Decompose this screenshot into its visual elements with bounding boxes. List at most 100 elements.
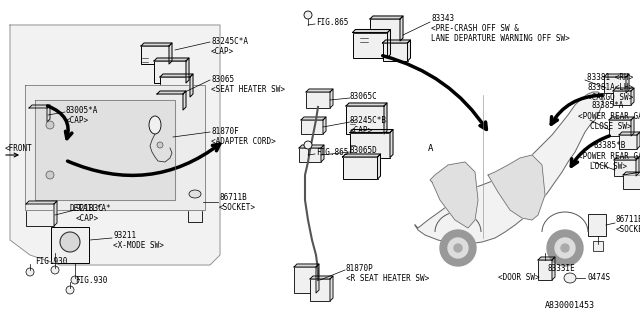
Circle shape xyxy=(304,141,312,149)
Ellipse shape xyxy=(149,116,161,134)
Polygon shape xyxy=(157,91,186,94)
Circle shape xyxy=(561,244,569,252)
Text: 92183C: 92183C xyxy=(76,204,104,213)
Polygon shape xyxy=(353,29,390,33)
Text: <X-MODE SW>: <X-MODE SW> xyxy=(113,241,164,250)
Ellipse shape xyxy=(564,273,576,283)
Polygon shape xyxy=(552,257,555,280)
Polygon shape xyxy=(383,40,410,43)
Text: <POWER REAR GATE: <POWER REAR GATE xyxy=(578,112,640,121)
Text: <CAP>: <CAP> xyxy=(350,126,373,135)
Text: FIG.865: FIG.865 xyxy=(316,148,348,157)
Text: <ADAPTER CORD>: <ADAPTER CORD> xyxy=(211,137,276,146)
FancyBboxPatch shape xyxy=(165,128,175,136)
Polygon shape xyxy=(604,74,629,77)
Text: 83385*B: 83385*B xyxy=(594,141,627,150)
Circle shape xyxy=(66,286,74,294)
Text: 83245C*B: 83245C*B xyxy=(350,116,387,125)
Circle shape xyxy=(547,230,583,266)
FancyBboxPatch shape xyxy=(538,260,552,280)
Polygon shape xyxy=(430,162,478,228)
Polygon shape xyxy=(614,157,639,160)
Text: <CAP>: <CAP> xyxy=(76,214,99,223)
Text: 83343: 83343 xyxy=(431,14,454,23)
FancyBboxPatch shape xyxy=(51,227,89,263)
Polygon shape xyxy=(619,132,640,135)
Circle shape xyxy=(448,238,468,258)
Polygon shape xyxy=(609,117,634,120)
Text: 83385*A: 83385*A xyxy=(591,101,623,110)
FancyBboxPatch shape xyxy=(310,279,330,301)
FancyBboxPatch shape xyxy=(614,160,636,176)
Polygon shape xyxy=(408,40,410,61)
Ellipse shape xyxy=(189,190,201,198)
Text: <DOOR SW>: <DOOR SW> xyxy=(498,273,540,282)
Text: 83381 <RH>: 83381 <RH> xyxy=(587,73,633,82)
Polygon shape xyxy=(623,172,640,175)
Polygon shape xyxy=(538,257,555,260)
Text: 93211: 93211 xyxy=(113,231,136,240)
Text: DETAIL*A*: DETAIL*A* xyxy=(70,204,111,213)
Polygon shape xyxy=(370,16,403,19)
Polygon shape xyxy=(631,117,634,136)
Text: <SOCKET>: <SOCKET> xyxy=(616,225,640,234)
Polygon shape xyxy=(342,154,381,157)
Polygon shape xyxy=(378,154,381,179)
Text: <SEAT HEATER SW>: <SEAT HEATER SW> xyxy=(211,85,285,94)
Polygon shape xyxy=(169,43,172,64)
FancyBboxPatch shape xyxy=(383,43,408,61)
Text: <SOCKET>: <SOCKET> xyxy=(219,203,256,212)
FancyBboxPatch shape xyxy=(301,120,323,134)
Text: 83381A<LH>: 83381A<LH> xyxy=(587,83,633,92)
Circle shape xyxy=(46,121,54,129)
Polygon shape xyxy=(301,117,326,120)
FancyBboxPatch shape xyxy=(593,241,603,251)
Polygon shape xyxy=(626,74,629,93)
Polygon shape xyxy=(330,276,333,301)
Polygon shape xyxy=(25,85,205,210)
Polygon shape xyxy=(29,105,50,108)
Text: A: A xyxy=(428,144,433,153)
FancyBboxPatch shape xyxy=(141,46,169,64)
FancyBboxPatch shape xyxy=(613,91,631,105)
Polygon shape xyxy=(636,157,639,176)
Polygon shape xyxy=(54,201,57,226)
FancyBboxPatch shape xyxy=(154,61,186,83)
Text: 83065D: 83065D xyxy=(350,146,378,155)
Text: <CAP>: <CAP> xyxy=(211,47,234,56)
Polygon shape xyxy=(154,58,189,61)
Polygon shape xyxy=(346,103,387,106)
Polygon shape xyxy=(631,88,634,105)
FancyBboxPatch shape xyxy=(294,267,316,293)
Polygon shape xyxy=(637,132,640,149)
Circle shape xyxy=(440,230,476,266)
Polygon shape xyxy=(384,103,387,134)
Polygon shape xyxy=(387,29,390,58)
Circle shape xyxy=(60,232,80,252)
Polygon shape xyxy=(299,145,324,148)
Polygon shape xyxy=(294,264,319,267)
FancyBboxPatch shape xyxy=(623,175,640,189)
Text: <R SEAT HEATER SW>: <R SEAT HEATER SW> xyxy=(346,274,429,283)
Polygon shape xyxy=(488,155,545,220)
Text: CLOSE SW>: CLOSE SW> xyxy=(590,122,632,131)
FancyBboxPatch shape xyxy=(604,77,626,93)
Circle shape xyxy=(71,276,79,284)
FancyBboxPatch shape xyxy=(609,120,631,136)
Text: <FRONT: <FRONT xyxy=(5,144,33,153)
Polygon shape xyxy=(35,100,175,200)
Text: 81870F: 81870F xyxy=(211,127,239,136)
FancyBboxPatch shape xyxy=(188,194,202,222)
Circle shape xyxy=(46,171,54,179)
Text: 83005*A: 83005*A xyxy=(66,106,99,115)
Text: 86711B: 86711B xyxy=(219,193,247,202)
Circle shape xyxy=(157,142,163,148)
Text: <CAP>: <CAP> xyxy=(66,116,89,125)
Text: FIG.865: FIG.865 xyxy=(316,18,348,27)
Polygon shape xyxy=(10,25,220,265)
Text: <PRE-CRASH OFF SW &: <PRE-CRASH OFF SW & xyxy=(431,24,519,33)
Polygon shape xyxy=(316,264,319,293)
Polygon shape xyxy=(390,130,393,157)
FancyBboxPatch shape xyxy=(306,92,330,108)
Text: 0474S: 0474S xyxy=(587,273,610,282)
